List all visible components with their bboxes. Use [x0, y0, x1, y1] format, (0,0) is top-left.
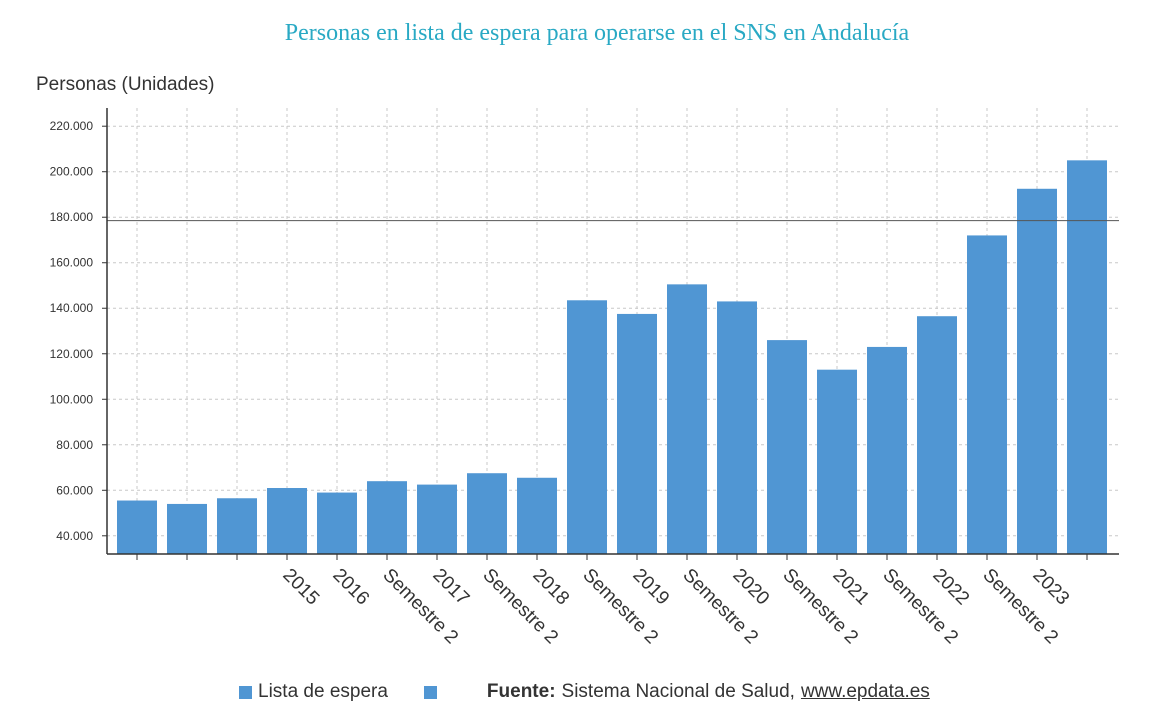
- bar: [467, 473, 507, 554]
- x-tick-label: 2022: [928, 565, 973, 610]
- bar: [367, 481, 407, 554]
- y-tick-label: 120.000: [50, 347, 94, 361]
- y-tick-label: 140.000: [50, 301, 94, 315]
- source-prefix: Fuente:: [486, 681, 556, 702]
- y-tick-label: 60.000: [56, 483, 93, 497]
- legend-swatch-extra: [423, 685, 437, 699]
- source-text: Sistema Nacional de Salud,: [561, 681, 795, 702]
- y-axis-title: Personas (Unidades): [36, 74, 215, 95]
- bar: [1017, 188, 1057, 554]
- bar: [417, 484, 457, 554]
- x-tick-label: 2018: [528, 565, 573, 610]
- bar: [767, 340, 807, 554]
- bar: [317, 492, 357, 554]
- bar: [867, 346, 907, 554]
- x-tick-label: 2023: [1028, 565, 1073, 610]
- bar: [667, 284, 707, 554]
- bar: [1067, 160, 1107, 554]
- bar: [567, 300, 607, 554]
- bars: [117, 160, 1107, 554]
- bar: [617, 313, 657, 554]
- x-tick-label: 2016: [328, 565, 373, 610]
- y-tick-label: 200.000: [50, 165, 94, 179]
- source-link[interactable]: www.epdata.es: [800, 681, 930, 702]
- x-tick-label: 2015: [278, 565, 323, 610]
- y-tick-label: 160.000: [50, 256, 94, 270]
- y-tick-label: 220.000: [50, 119, 94, 133]
- bar: [917, 316, 957, 554]
- y-tick-label: 180.000: [50, 210, 94, 224]
- x-tick-label: 2019: [628, 565, 673, 610]
- y-tick-label: 100.000: [50, 392, 94, 406]
- bar: [717, 301, 757, 554]
- axes: [102, 108, 1119, 560]
- chart-title: Personas en lista de espera para operars…: [284, 20, 910, 46]
- bar: [117, 500, 157, 554]
- bar: [217, 498, 257, 554]
- bar: [167, 503, 207, 554]
- y-tick-label: 40.000: [56, 529, 93, 543]
- x-tick-label: 2021: [828, 565, 873, 610]
- x-tick-label: 2017: [428, 565, 473, 610]
- y-tick-label: 80.000: [56, 438, 93, 452]
- legend-swatch-lista-de-espera: [239, 685, 252, 699]
- bar: [817, 369, 857, 554]
- bar: [267, 488, 307, 554]
- bar: [517, 477, 557, 554]
- legend: Lista de espera Fuente: Sistema Nacional…: [239, 681, 930, 703]
- legend-label-lista-de-espera: Lista de espera: [258, 681, 388, 702]
- bar: [967, 235, 1007, 554]
- x-tick-label: 2020: [728, 565, 773, 610]
